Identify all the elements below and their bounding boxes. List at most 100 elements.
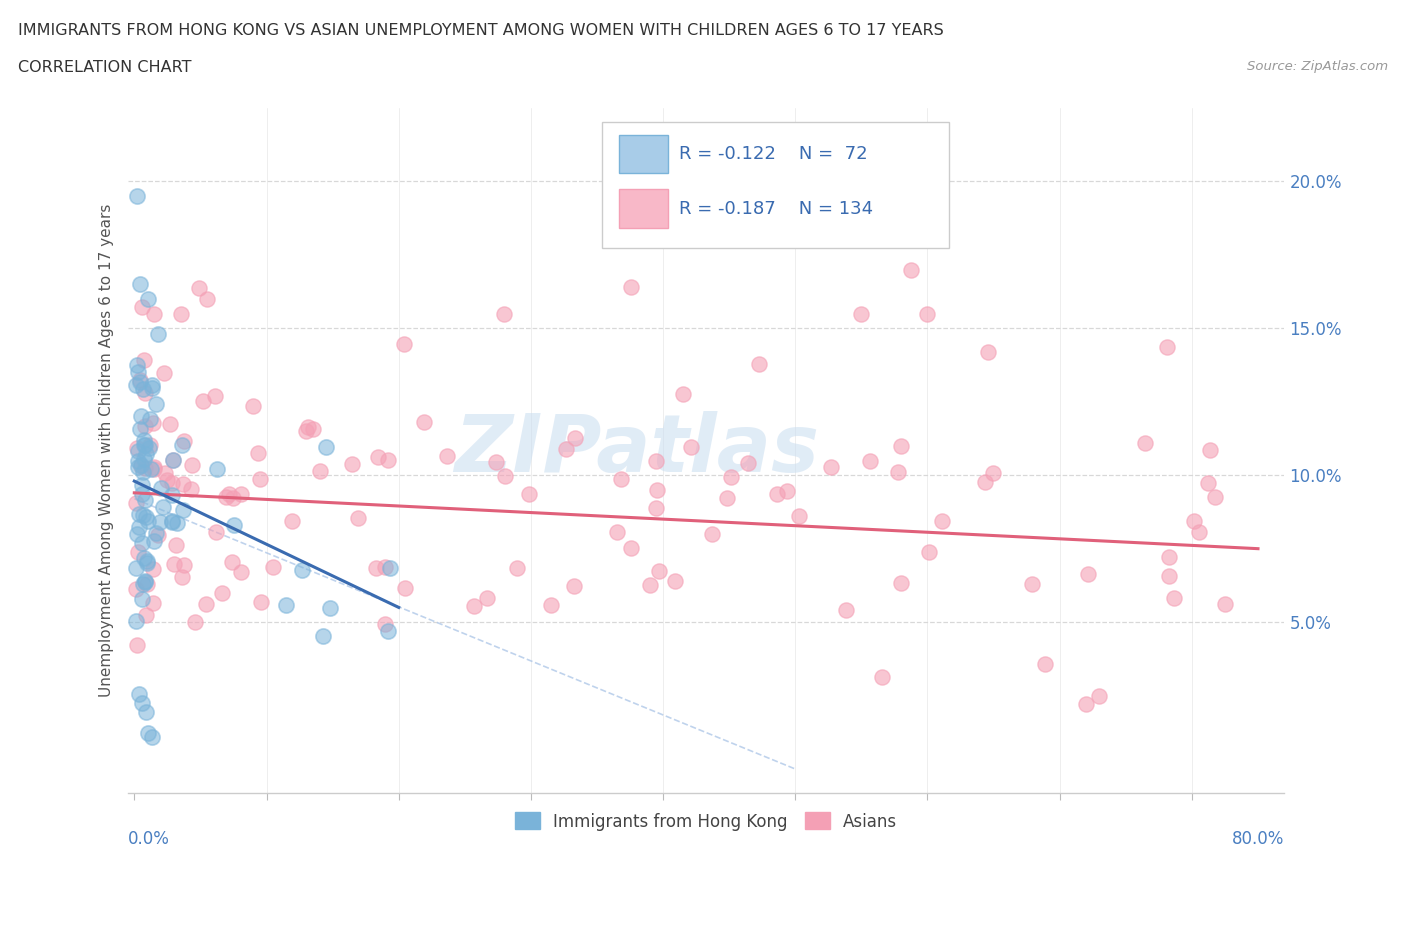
Point <box>135 553 157 568</box>
Point <box>129 409 152 424</box>
Point <box>664 573 686 588</box>
Point <box>280 513 302 528</box>
Point <box>1074 697 1097 711</box>
Point <box>131 299 153 314</box>
Point <box>127 544 149 559</box>
Point <box>859 453 882 468</box>
Point <box>1215 596 1237 611</box>
Point <box>380 561 402 576</box>
Text: R = -0.122    N =  72: R = -0.122 N = 72 <box>679 145 868 163</box>
Point <box>312 629 335 644</box>
Point <box>394 581 416 596</box>
Point <box>224 517 246 532</box>
Point <box>132 577 155 591</box>
Point <box>170 569 193 584</box>
Point <box>436 448 458 463</box>
Point <box>165 538 187 552</box>
Point <box>143 460 166 475</box>
Point <box>295 423 318 438</box>
Point <box>180 458 202 472</box>
Point <box>242 399 264 414</box>
Point <box>315 440 337 455</box>
Point <box>162 513 184 528</box>
Point <box>134 575 156 590</box>
Point <box>645 483 668 498</box>
Point <box>890 439 912 454</box>
Point <box>141 596 163 611</box>
Point <box>494 306 516 321</box>
Point <box>229 565 252 579</box>
Point <box>132 432 155 447</box>
Point <box>974 474 997 489</box>
Point <box>169 306 191 321</box>
Point <box>681 439 703 454</box>
Point <box>221 491 243 506</box>
Point <box>517 486 540 501</box>
Text: CORRELATION CHART: CORRELATION CHART <box>18 60 191 75</box>
Point <box>820 460 842 475</box>
Point <box>132 381 155 396</box>
Point <box>166 515 188 530</box>
Point <box>162 515 184 530</box>
Point <box>1088 688 1111 703</box>
Point <box>887 465 910 480</box>
Point <box>1077 566 1099 581</box>
Point <box>716 491 738 506</box>
Point <box>128 372 150 387</box>
Point <box>129 458 152 473</box>
Point <box>124 614 146 629</box>
Point <box>205 461 228 476</box>
Point <box>125 441 148 456</box>
Point <box>141 380 163 395</box>
Point <box>155 473 177 488</box>
Point <box>1156 339 1178 354</box>
Point <box>134 386 156 401</box>
Point <box>246 445 269 460</box>
Point <box>555 442 578 457</box>
Point <box>301 421 323 436</box>
Point <box>506 560 529 575</box>
Point <box>1163 591 1185 605</box>
Point <box>215 490 238 505</box>
Point <box>204 388 226 403</box>
Point <box>340 457 363 472</box>
Point <box>150 481 173 496</box>
Point <box>229 487 252 502</box>
Point <box>139 437 162 452</box>
Point <box>610 472 633 486</box>
Point <box>540 598 562 613</box>
Point <box>195 291 218 306</box>
Point <box>218 487 240 502</box>
Point <box>125 189 148 204</box>
Point <box>124 560 146 575</box>
Point <box>142 562 165 577</box>
Point <box>124 496 146 511</box>
Point <box>132 451 155 466</box>
Point <box>737 456 759 471</box>
Point <box>366 561 388 576</box>
Point <box>377 624 399 639</box>
Point <box>1159 550 1181 565</box>
Point <box>134 438 156 453</box>
Point <box>1204 490 1226 505</box>
Point <box>127 358 149 373</box>
Point <box>191 393 214 408</box>
Point <box>981 466 1004 481</box>
Point <box>485 455 508 470</box>
Point <box>162 453 184 468</box>
Point <box>135 510 157 525</box>
Point <box>172 502 194 517</box>
Point <box>146 326 169 341</box>
Point <box>135 577 157 591</box>
Point <box>374 559 396 574</box>
Point <box>1033 657 1056 671</box>
Point <box>135 704 157 719</box>
Point <box>139 412 162 427</box>
Point <box>195 596 218 611</box>
Point <box>931 513 953 528</box>
Point <box>127 365 149 379</box>
Point <box>136 291 159 306</box>
Text: Source: ZipAtlas.com: Source: ZipAtlas.com <box>1247 60 1388 73</box>
Point <box>377 453 399 468</box>
Point <box>134 352 156 367</box>
